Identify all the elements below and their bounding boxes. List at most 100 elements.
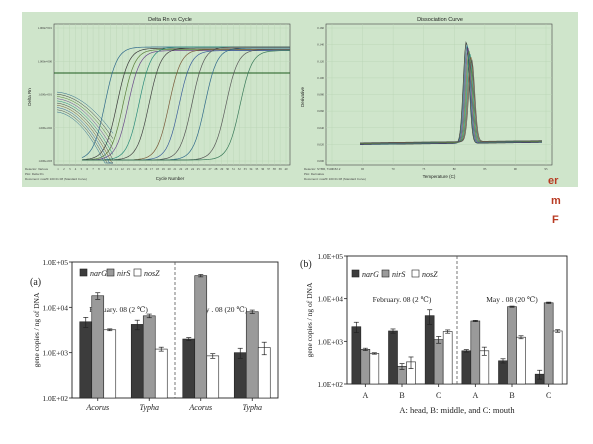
amplification-x-tick: 19 xyxy=(162,167,166,171)
amplification-x-tick: 16 xyxy=(144,167,148,171)
amplification-y-ticks: 1.000e+001 1.000e+000 1.000e-001 1.000e-002… xyxy=(38,26,53,163)
amplification-x-tick: 24 xyxy=(191,167,195,171)
amplification-x-tick: 38 xyxy=(273,167,277,171)
amplification-x-tick: 34 xyxy=(249,167,253,171)
amplification-x-tick: 4 xyxy=(75,167,77,171)
amplification-curves xyxy=(56,46,290,164)
bar-nirS xyxy=(433,339,444,385)
amplification-noise-trace xyxy=(56,100,114,155)
season-label: May . 08 (20 ℃) xyxy=(196,305,248,314)
side-letter-1: er xyxy=(548,175,559,187)
amplification-y-tick: 1.000e-003 xyxy=(38,159,52,163)
amplification-x-tick: 37 xyxy=(267,167,271,171)
amplification-x-tick: 39 xyxy=(279,167,283,171)
bar-narG xyxy=(498,360,508,385)
amplification-noise-trace xyxy=(56,94,114,139)
amplification-x-tick: 40 xyxy=(285,167,289,171)
amplification-x-tick: 12 xyxy=(121,167,125,171)
bar-nosZ xyxy=(154,348,168,399)
amplification-y-tick: 1.000e-001 xyxy=(38,93,52,97)
bar-chart-b: (b) 1.0E+02 1.0E+03 1.0E+04 1.0E+05 gene copi… xyxy=(300,252,568,415)
amplification-curve xyxy=(82,50,290,161)
dissociation-footnote-1: Detector: SYBR, Tm = 82.2 xyxy=(304,167,341,171)
legend-label-narG: narG xyxy=(362,270,379,279)
bar-narG xyxy=(424,315,435,385)
y-tick-label: 1.0E+05 xyxy=(42,258,68,267)
amplification-footnote-2: Plot: Delta Rn xyxy=(25,172,44,176)
panel-label: (a) xyxy=(30,277,41,288)
bar-nirS xyxy=(507,306,517,385)
y-axis-label: gene copies / ng of DNA xyxy=(32,292,41,367)
amplification-x-tick: 36 xyxy=(261,167,265,171)
side-letter-3: F xyxy=(552,214,559,226)
y-tick-label: 1.0E+05 xyxy=(317,252,343,261)
season-label: May . 08 (20 ℃) xyxy=(486,295,538,304)
bar-nirS xyxy=(470,320,481,385)
bar-narG xyxy=(388,330,398,385)
category-label: B xyxy=(509,391,514,400)
amplification-x-tick: 25 xyxy=(197,167,201,171)
dissociation-xlabel: Temperature (C) xyxy=(423,174,456,179)
dissociation-x-tick: 85 xyxy=(483,167,487,171)
amplification-x-tick: 8 xyxy=(98,167,100,171)
dissociation-footnote-2: Plot: Derivative xyxy=(304,172,325,176)
amplification-x-tick: 35 xyxy=(255,167,259,171)
category-label: C xyxy=(436,391,441,400)
amplification-x-tick: 5 xyxy=(81,167,83,171)
bar-nosZ xyxy=(206,355,220,399)
panel-label: (b) xyxy=(300,259,312,270)
bar-narG xyxy=(130,324,144,399)
dissociation-x-tick: 65 xyxy=(361,167,365,171)
bar-narG xyxy=(351,326,362,385)
legend-label-nosZ: nosZ xyxy=(422,270,438,279)
dissociation-x-tick: 60 xyxy=(331,167,335,171)
season-label: February. 08 (2 ℃) xyxy=(89,305,148,314)
legend-label-nirS: nirS xyxy=(392,270,405,279)
bar-nirS xyxy=(142,315,156,399)
bar-narG xyxy=(182,338,196,399)
amplification-footnote-3: Document: nosZF 100 01 08 (Standard Curv… xyxy=(25,177,87,181)
dissociation-y-tick: 0.080 xyxy=(317,93,324,97)
qpcr-software-panel: Delta Rn vs Cycle 1.000e+001 1.000e+000 1.… xyxy=(22,12,578,187)
amplification-x-tick: 7 xyxy=(92,167,94,171)
category-label: Acorus xyxy=(188,403,212,412)
dissociation-y-ticks: 0.000 0.020 0.040 0.060 0.080 0.100 0.120 0.140… xyxy=(317,26,324,163)
amplification-noise-trace xyxy=(56,96,114,145)
amplification-x-tick: 17 xyxy=(150,167,154,171)
dissociation-x-tick: 90 xyxy=(514,167,518,171)
dissociation-curves xyxy=(360,41,542,145)
amplification-noise-trace xyxy=(56,109,113,164)
bar-narG xyxy=(233,352,247,399)
amplification-x-tick: 11 xyxy=(115,167,118,171)
bar-nirS xyxy=(245,311,259,399)
amplification-x-tick: 22 xyxy=(179,167,183,171)
y-tick-label: 1.0E+03 xyxy=(42,349,68,358)
amplification-noise-trace xyxy=(56,98,114,150)
amplification-y-tick: 1.000e-002 xyxy=(38,126,52,130)
category-label: Typha xyxy=(140,403,159,412)
amplification-ylabel: Delta Rn xyxy=(27,88,32,106)
amplification-x-tick: 21 xyxy=(173,167,177,171)
bar-narG xyxy=(79,321,93,399)
amplification-title: Delta Rn vs Cycle xyxy=(148,17,192,23)
legend-swatch-nosZ xyxy=(411,269,420,278)
category-label: Acorus xyxy=(85,403,109,412)
amplification-x-tick: 26 xyxy=(203,167,207,171)
bar-nosZ xyxy=(516,336,526,385)
season-label: February. 08 (2 ℃) xyxy=(373,295,432,304)
amplification-x-tick: 29 xyxy=(220,167,224,171)
amplification-x-tick: 20 xyxy=(168,167,172,171)
dissociation-title: Dissociation Curve xyxy=(417,17,463,23)
amplification-x-tick: 6 xyxy=(86,167,88,171)
amplification-noise-trace xyxy=(56,111,113,164)
dissociation-x-tick: 75 xyxy=(422,167,426,171)
bar-nirS xyxy=(194,275,208,399)
dissociation-y-tick: 0.060 xyxy=(317,109,324,113)
legend-label-narG: narG xyxy=(90,269,107,278)
legend-label-nosZ: nosZ xyxy=(144,269,160,278)
amplification-xlabel: Cycle Number xyxy=(156,176,185,181)
amplification-footnote-1: Detector: Various xyxy=(25,167,48,171)
amplification-x-tick: 2 xyxy=(63,167,65,171)
amplification-y-tick: 1.000e+001 xyxy=(38,26,53,30)
